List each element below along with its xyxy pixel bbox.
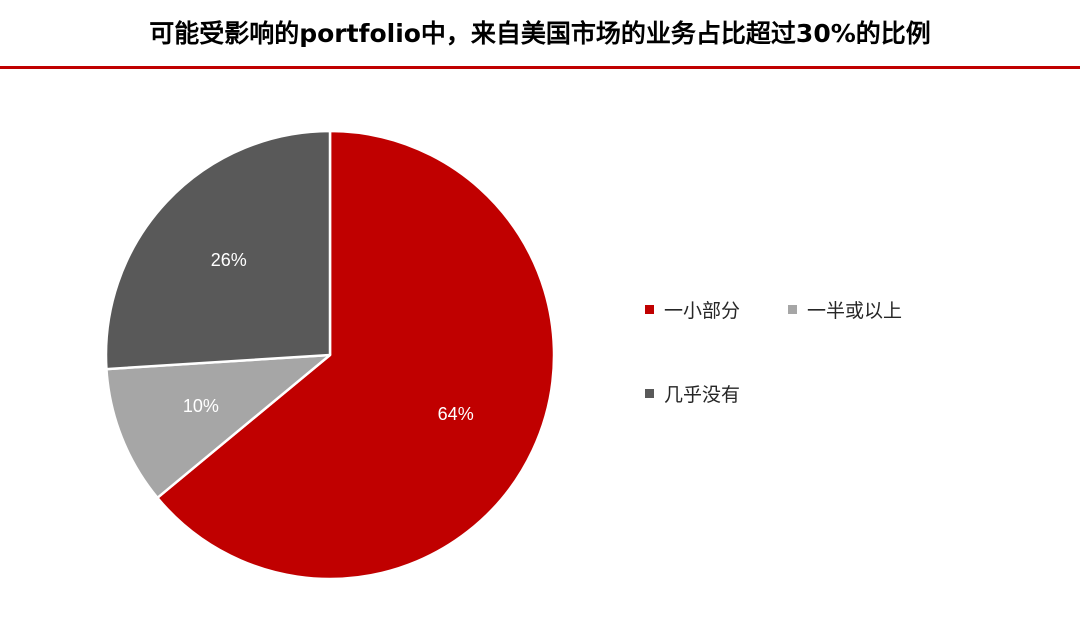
pie-slice-label-almost-none: 26% [211,250,247,270]
pie-slice-almost-none [104,129,332,371]
pie-slice-label-small-portion: 64% [438,404,474,424]
pie-slice-labels: 64% 10% 26% [183,250,474,424]
title-divider [0,66,1080,69]
pie-slices [104,129,556,581]
chart-title: 可能受影响的portfolio中，来自美国市场的业务占比超过30%的比例 [149,19,931,48]
pie-slice-half-or-more [105,353,332,500]
pie-slice-small-portion [156,129,556,581]
pie-slice-label-half-or-more: 10% [183,396,219,416]
